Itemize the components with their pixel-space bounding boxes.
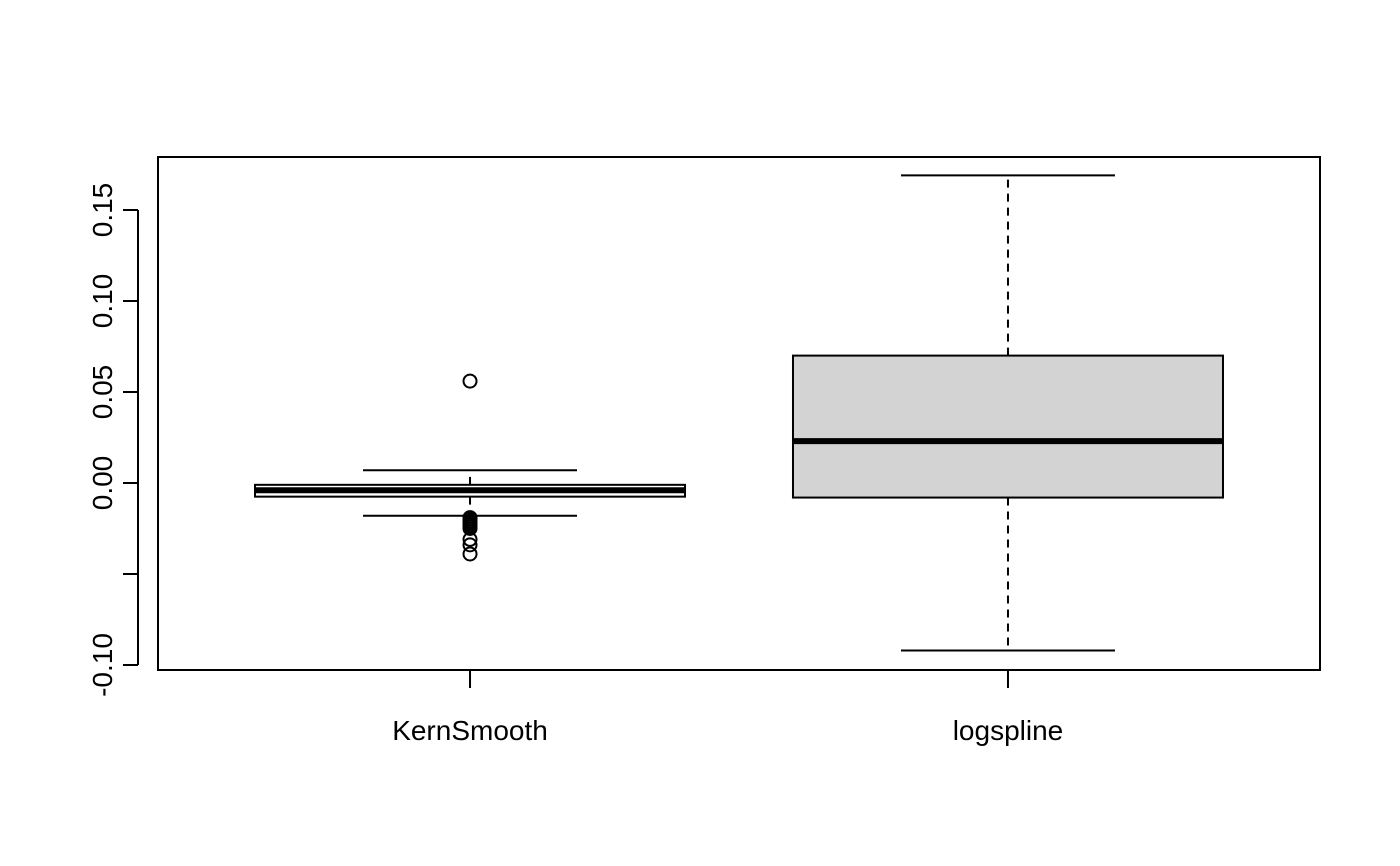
boxes (254, 174, 1224, 652)
x-axis: KernSmooth logspline (392, 670, 1063, 746)
outlier-point (462, 531, 478, 547)
box-KernSmooth (254, 373, 687, 562)
outlier-point (462, 546, 478, 562)
y-axis: -0.10 0.00 0.05 0.10 0.15 (87, 183, 139, 697)
outlier-point (462, 537, 478, 553)
x-tick-label: KernSmooth (392, 715, 548, 746)
y-tick-label: 0.10 (87, 274, 118, 329)
y-tick-label: 0.00 (87, 456, 118, 511)
outlier-point (462, 373, 478, 389)
y-tick-label: 0.05 (87, 365, 118, 420)
x-tick-label: logspline (953, 715, 1064, 746)
box-logspline (791, 174, 1224, 652)
outlier-point (462, 521, 478, 536)
y-tick-label: 0.15 (87, 183, 118, 238)
y-tick-label: -0.10 (87, 633, 118, 697)
plot-frame (157, 156, 1321, 671)
box-iqr (791, 354, 1224, 499)
